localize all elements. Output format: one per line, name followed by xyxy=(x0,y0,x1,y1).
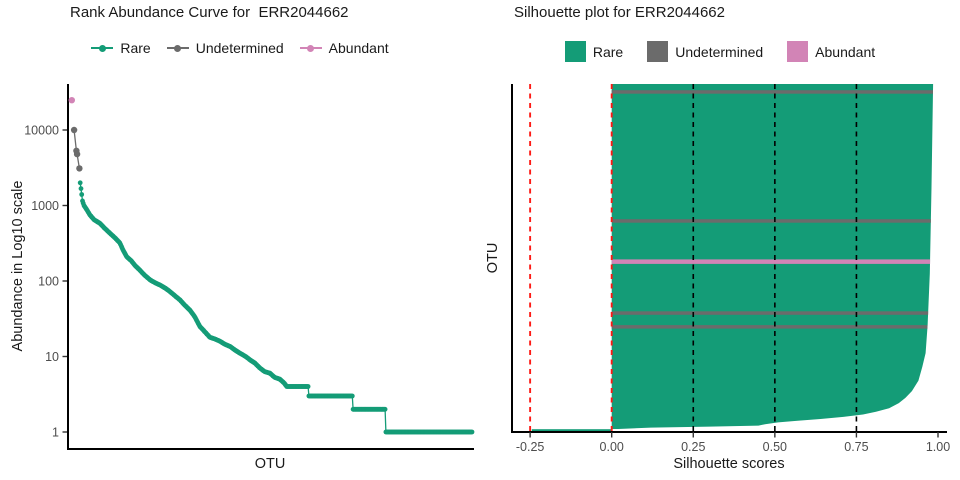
rank-abundance-plot: 1 10 100 1000 10000 xyxy=(24,84,475,450)
rare-line-dot-key-icon xyxy=(91,41,114,55)
svg-text:1000: 1000 xyxy=(31,199,59,213)
svg-text:-0.25: -0.25 xyxy=(516,440,545,454)
legend-label: Undetermined xyxy=(195,40,284,56)
svg-text:0.50: 0.50 xyxy=(763,440,787,454)
silhouette-y-axis-title: OTU xyxy=(485,242,501,274)
svg-text:1.00: 1.00 xyxy=(926,440,950,454)
rank-x-axis-title: OTU xyxy=(254,456,286,472)
legend-item-undetermined: Undetermined xyxy=(647,41,763,62)
legend-label: Abundant xyxy=(815,43,876,60)
abundant-swatch-icon xyxy=(787,41,809,62)
legend-item-undetermined: Undetermined xyxy=(166,40,284,56)
legend-label: Rare xyxy=(592,43,624,60)
silhouette-legend: Rare Undetermined Abundant xyxy=(480,41,960,62)
legend-label: Rare xyxy=(120,40,151,56)
silhouette-title: Silhouette plot for ERR2044662 xyxy=(514,4,725,21)
rank-abundance-title: Rank Abundance Curve for ERR2044662 xyxy=(70,4,349,21)
svg-text:1: 1 xyxy=(52,426,59,440)
legend-item-rare: Rare xyxy=(564,41,624,62)
svg-text:0.00: 0.00 xyxy=(600,440,624,454)
svg-text:0.75: 0.75 xyxy=(844,440,868,454)
legend-item-abundant: Abundant xyxy=(787,41,875,62)
silhouette-panel: Silhouette plot for ERR2044662 Rare Unde… xyxy=(480,0,960,480)
undetermined-swatch-icon xyxy=(647,41,669,62)
silhouette-x-axis-title: Silhouette scores xyxy=(673,456,785,472)
legend-label: Abundant xyxy=(328,40,389,56)
legend-item-rare: Rare xyxy=(91,40,151,56)
abundant-line-dot-key-icon xyxy=(299,41,322,55)
rank-abundance-panel: Rank Abundance Curve for ERR2044662 Rare… xyxy=(0,4,480,472)
legend-item-abundant: Abundant xyxy=(299,40,389,56)
rank-y-axis-title: Abundance in Log10 scale xyxy=(10,180,26,352)
rank-abundance-legend: Rare Undetermined Abundant xyxy=(0,40,480,56)
legend-label: Undetermined xyxy=(675,43,764,60)
undetermined-line-dot-key-icon xyxy=(166,41,189,55)
svg-text:10: 10 xyxy=(45,350,59,364)
svg-text:0.25: 0.25 xyxy=(681,440,705,454)
silhouette-plot: -0.25 0.00 0.25 0.50 0.75 1.00 xyxy=(511,84,950,454)
svg-text:100: 100 xyxy=(38,275,59,289)
rare-swatch-icon xyxy=(564,41,586,62)
svg-text:10000: 10000 xyxy=(24,124,59,138)
